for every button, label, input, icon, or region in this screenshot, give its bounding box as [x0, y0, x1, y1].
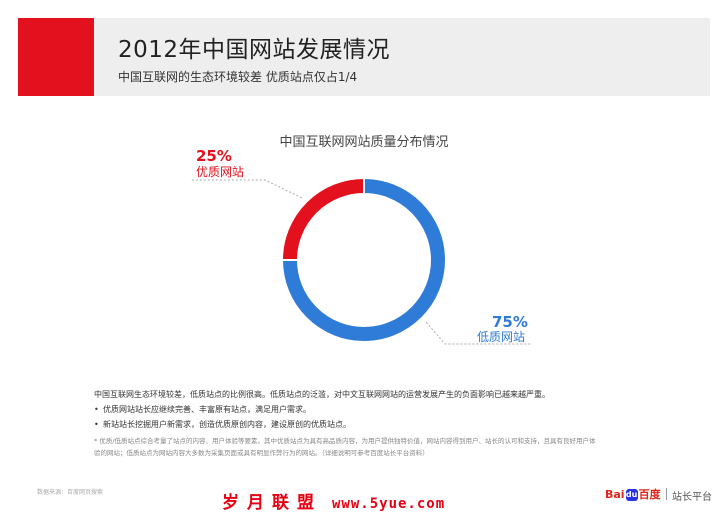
footnote-line: 验的网站；低质站点为网站内容大多数为采集页面或具有明显作弊行为的网站。（详细说明…: [94, 449, 429, 457]
header-band: [18, 18, 710, 96]
summary-bullet: 优质网站站长应继续完善、丰富原有站点，满足用户需求。: [94, 402, 654, 417]
summary-bullet: 新站站长挖掘用户新需求，创造优质原创内容，建设原创的优质站点。: [94, 417, 654, 432]
footnote-line: * 优质/低质站点综合考量了站点的内容、用户体验等要素。其中优质站点为具有高品质…: [94, 437, 596, 445]
slice-label-good-name: 优质网站: [196, 165, 245, 179]
donut-slice-good: [280, 176, 365, 261]
watermark-text: 岁月联盟: [222, 493, 322, 513]
baidu-paw-icon: du: [625, 489, 638, 501]
footnote: * 优质/低质站点综合考量了站点的内容、用户体验等要素。其中优质站点为具有高品质…: [94, 435, 654, 459]
divider: [666, 488, 667, 500]
watermark-url: www.5yue.com: [332, 496, 446, 512]
leader-line-low: [425, 321, 530, 345]
data-source: 数据来源：百度网页搜索: [37, 489, 104, 496]
summary-block: 中国互联网生态环境较差，低质站点的比例很高。低质站点的泛滥，对中文互联网网站的运…: [94, 387, 654, 432]
slice-label-low-name: 低质网站: [477, 330, 526, 344]
chart-title: 中国互联网网站质量分布情况: [279, 135, 449, 150]
slice-label-good-percent: 25%: [196, 147, 232, 165]
page-title: 2012年中国网站发展情况: [118, 37, 391, 63]
baidu-logo: Baidu百度: [605, 488, 661, 501]
leader-line-good: [190, 179, 302, 199]
summary-lead: 中国互联网生态环境较差，低质站点的比例很高。低质站点的泛滥，对中文互联网网站的运…: [94, 390, 550, 399]
page-subtitle: 中国互联网的生态环境较差 优质站点仅占1/4: [118, 70, 358, 84]
watermark: 岁月联盟 www.5yue.com: [222, 488, 445, 513]
slice-label-low-percent: 75%: [492, 313, 528, 331]
accent-block: [18, 18, 94, 96]
platform-label: 站长平台: [672, 492, 712, 503]
donut-slice-low: [280, 176, 447, 343]
